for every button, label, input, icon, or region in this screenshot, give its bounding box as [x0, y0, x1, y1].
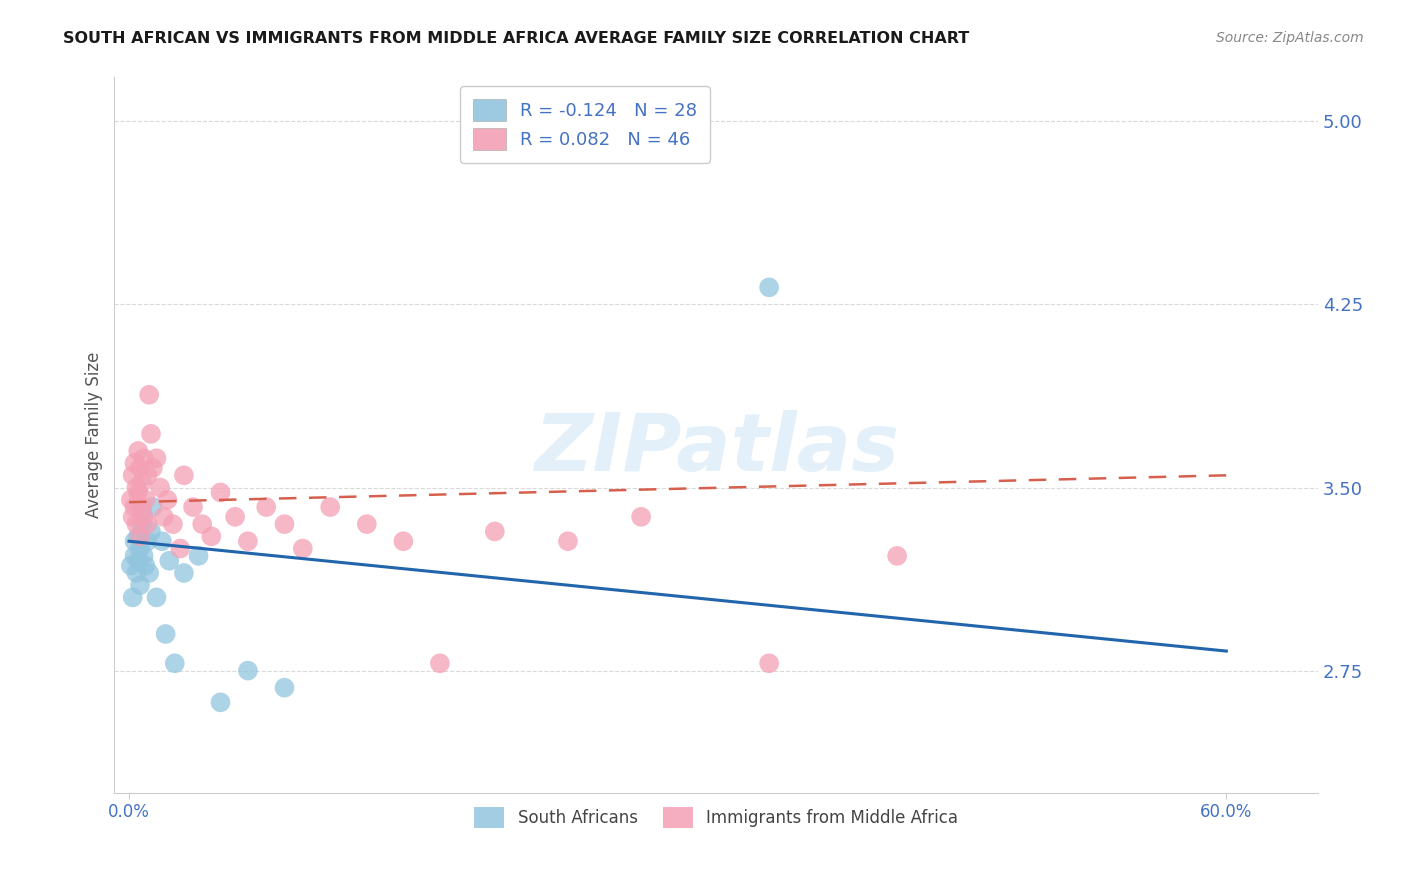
Point [124, 534, 146, 549]
Point [120, 558, 142, 573]
Point [120, 492, 142, 507]
Point [138, 566, 160, 580]
Point [124, 456, 146, 470]
Point [149, 481, 172, 495]
Point [129, 541, 152, 556]
Point [758, 657, 780, 671]
Point [127, 444, 149, 458]
Point [152, 509, 174, 524]
Point [557, 534, 579, 549]
Point [181, 500, 204, 514]
Point [127, 529, 149, 543]
Point [145, 591, 167, 605]
Point [163, 657, 186, 671]
Y-axis label: Average Family Size: Average Family Size [86, 351, 103, 518]
Point [129, 529, 152, 543]
Point [209, 485, 232, 500]
Point [200, 529, 222, 543]
Point [291, 541, 314, 556]
Point [124, 549, 146, 563]
Point [125, 517, 148, 532]
Legend: South Africans, Immigrants from Middle Africa: South Africans, Immigrants from Middle A… [468, 801, 965, 834]
Point [155, 627, 177, 641]
Point [356, 517, 378, 532]
Text: ZIPatlas: ZIPatlas [534, 410, 898, 488]
Point [157, 554, 180, 568]
Point [131, 505, 153, 519]
Point [319, 500, 342, 514]
Point [236, 664, 259, 678]
Point [131, 500, 153, 514]
Point [139, 426, 162, 441]
Point [134, 558, 156, 573]
Point [150, 534, 173, 549]
Point [129, 461, 152, 475]
Point [121, 591, 143, 605]
Point [131, 475, 153, 490]
Point [224, 509, 246, 524]
Point [429, 657, 451, 671]
Point [142, 461, 165, 475]
Point [758, 280, 780, 294]
Point [136, 534, 159, 549]
Point [125, 481, 148, 495]
Point [173, 468, 195, 483]
Point [136, 468, 159, 483]
Point [187, 549, 209, 563]
Point [125, 566, 148, 580]
Point [136, 517, 159, 532]
Point [134, 492, 156, 507]
Point [156, 492, 179, 507]
Point [131, 517, 153, 532]
Point [886, 549, 908, 563]
Point [630, 509, 652, 524]
Point [132, 451, 155, 466]
Point [142, 500, 165, 514]
Point [121, 468, 143, 483]
Point [273, 681, 295, 695]
Point [124, 500, 146, 514]
Point [132, 549, 155, 563]
Point [392, 534, 415, 549]
Point [162, 517, 184, 532]
Point [138, 388, 160, 402]
Point [191, 517, 214, 532]
Point [127, 485, 149, 500]
Point [236, 534, 259, 549]
Point [121, 509, 143, 524]
Point [139, 524, 162, 539]
Point [173, 566, 195, 580]
Point [484, 524, 506, 539]
Point [254, 500, 277, 514]
Point [169, 541, 191, 556]
Point [209, 695, 232, 709]
Point [127, 554, 149, 568]
Point [145, 451, 167, 466]
Text: Source: ZipAtlas.com: Source: ZipAtlas.com [1216, 31, 1364, 45]
Point [132, 509, 155, 524]
Point [129, 578, 152, 592]
Point [273, 517, 295, 532]
Text: SOUTH AFRICAN VS IMMIGRANTS FROM MIDDLE AFRICA AVERAGE FAMILY SIZE CORRELATION C: SOUTH AFRICAN VS IMMIGRANTS FROM MIDDLE … [63, 31, 970, 46]
